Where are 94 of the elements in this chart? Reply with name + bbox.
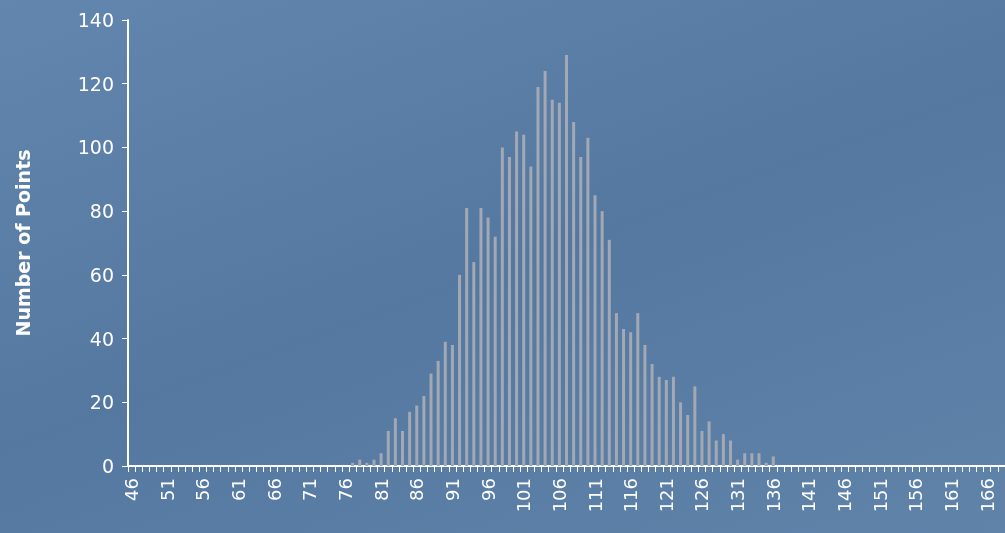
- bar: [771, 456, 775, 466]
- bar: [607, 239, 611, 466]
- x-tick-label: 116: [620, 478, 642, 513]
- x-tick-label: 76: [334, 478, 356, 501]
- bar: [557, 102, 561, 466]
- bar: [550, 99, 554, 466]
- x-tick-label: 86: [406, 478, 428, 501]
- x-tick-label: 131: [727, 478, 749, 513]
- bar: [693, 386, 697, 466]
- bar: [415, 405, 419, 466]
- bar: [365, 462, 369, 466]
- x-tick-label: 161: [941, 478, 963, 513]
- x-tick-label: 156: [905, 478, 927, 513]
- bar: [707, 421, 711, 466]
- x-tick-label: 136: [762, 478, 784, 513]
- bar: [458, 274, 462, 466]
- y-tick-label: 140: [77, 9, 114, 31]
- bar: [436, 360, 440, 466]
- x-tick-label: 81: [370, 478, 392, 501]
- x-tick-label: 61: [228, 478, 250, 501]
- bar: [721, 434, 725, 466]
- y-tick-label: 0: [101, 455, 114, 477]
- x-tick-label: 106: [548, 478, 570, 513]
- bar: [750, 453, 754, 466]
- y-tick-label: 20: [89, 391, 114, 414]
- x-tick-label: 71: [299, 478, 321, 501]
- bar: [757, 453, 761, 466]
- x-tick-label: 146: [834, 478, 856, 513]
- bar: [657, 376, 661, 466]
- x-tick-label: 141: [798, 478, 820, 513]
- bar: [507, 156, 511, 466]
- y-tick-label: 100: [77, 136, 114, 159]
- bar: [393, 418, 397, 466]
- bar: [493, 236, 497, 466]
- bar: [443, 341, 447, 466]
- bar: [479, 207, 483, 466]
- bar: [529, 166, 533, 466]
- bar: [351, 462, 355, 466]
- bar: [714, 440, 718, 466]
- bar: [465, 207, 469, 466]
- bar: [622, 329, 626, 466]
- bar: [429, 373, 433, 466]
- bar: [700, 430, 704, 466]
- bar: [593, 195, 597, 466]
- y-tick-label: 80: [89, 200, 114, 223]
- bar: [686, 415, 690, 466]
- x-tick-label: 166: [976, 478, 998, 513]
- bar: [629, 332, 633, 466]
- bar: [386, 430, 390, 466]
- y-axis-title: Number of Points: [11, 149, 34, 337]
- bar: [671, 376, 675, 466]
- bar: [743, 453, 747, 466]
- x-tick-label: 51: [156, 478, 178, 501]
- bar: [401, 430, 405, 466]
- bar: [579, 156, 583, 466]
- bar: [358, 459, 362, 466]
- bar: [586, 137, 590, 466]
- bar: [764, 462, 768, 466]
- bar: [422, 395, 426, 466]
- bar: [379, 453, 383, 466]
- bar: [636, 313, 640, 466]
- x-tick-label: 121: [655, 478, 677, 513]
- bar: [543, 70, 547, 466]
- bar: [600, 211, 604, 466]
- y-tick-label: 120: [77, 72, 114, 95]
- bar: [486, 217, 490, 466]
- x-tick-label: 96: [477, 478, 499, 501]
- x-tick-label: 126: [691, 478, 713, 513]
- bar: [664, 379, 668, 466]
- bar: [450, 344, 454, 466]
- bar: [643, 344, 647, 466]
- bar: [614, 313, 618, 466]
- bar: [515, 131, 519, 466]
- bar: [728, 440, 732, 466]
- x-tick-label: 66: [263, 478, 285, 501]
- x-tick-label: 111: [584, 478, 606, 513]
- bar: [372, 459, 376, 466]
- bar: [572, 121, 576, 466]
- bar: [408, 411, 412, 466]
- bar: [736, 459, 740, 466]
- y-tick-label: 40: [89, 327, 114, 350]
- x-tick-label: 56: [192, 478, 214, 501]
- x-tick-label: 46: [121, 478, 143, 501]
- bar: [522, 134, 526, 466]
- x-tick-label: 101: [513, 478, 535, 513]
- bar: [472, 262, 476, 466]
- bar: [565, 55, 568, 466]
- bar: [679, 402, 683, 466]
- bar: [650, 364, 654, 466]
- x-tick-label: 91: [441, 478, 463, 501]
- x-tick-label: 151: [869, 478, 891, 513]
- bar: [536, 86, 540, 466]
- y-tick-label: 60: [89, 263, 114, 286]
- bar: [500, 147, 504, 466]
